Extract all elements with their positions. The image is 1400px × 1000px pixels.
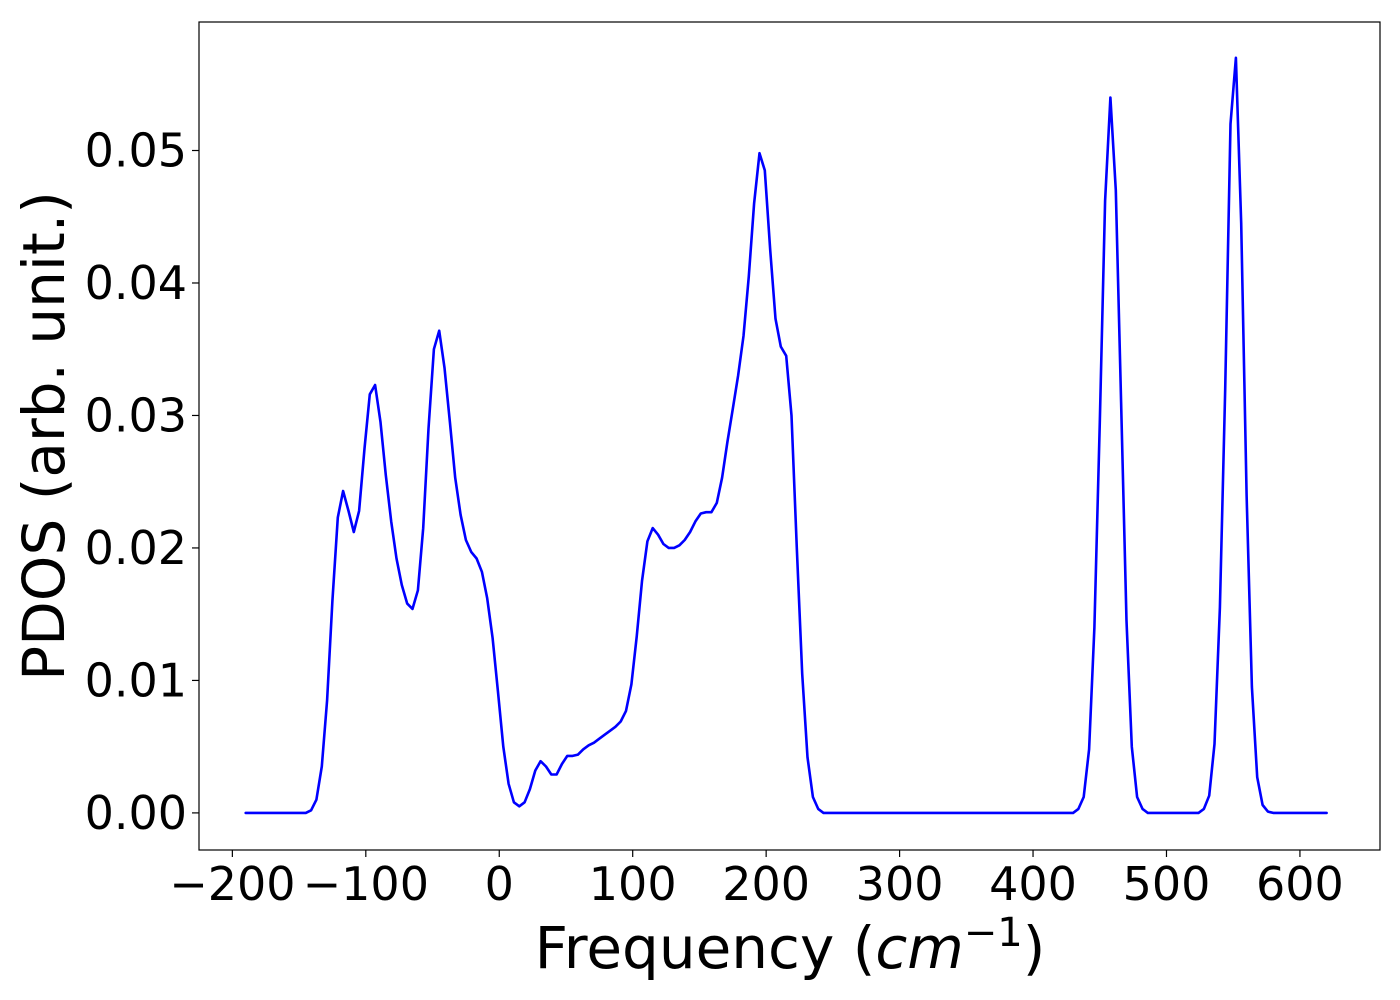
y-axis-label: PDOS (arb. unit.): [10, 191, 78, 681]
y-tick-label: 0.01: [85, 653, 187, 707]
y-tick-label: 0.03: [85, 388, 187, 442]
series-layer: [244, 56, 1328, 815]
y-tick-label: 0.05: [85, 124, 187, 178]
x-tick-label: 100: [589, 857, 677, 911]
x-tick-label: 400: [989, 857, 1077, 911]
plot-area: [198, 21, 1381, 851]
x-tick-label: 300: [856, 857, 944, 911]
x-tick-label: 200: [722, 857, 810, 911]
x-axis-label-text: Frequency: [535, 914, 835, 982]
x-axis-label-unit: cm: [875, 914, 963, 982]
x-tick-label: 0: [485, 857, 514, 911]
x-tick-label: −100: [303, 857, 429, 911]
x-tick-label: 500: [1123, 857, 1211, 911]
y-axis-ticks: 0.00 0.01 0.02 0.03 0.04 0.05: [85, 124, 199, 840]
x-axis-label: Frequency (cm−1): [535, 910, 1046, 982]
y-tick-label: 0.00: [85, 786, 187, 840]
x-tick-label: 600: [1256, 857, 1344, 911]
x-axis-ticks: −200 −100 0 100 200 300 400 500 600: [169, 850, 1344, 911]
x-axis-label-paren-open: (: [853, 914, 876, 982]
x-tick-label: −200: [169, 857, 295, 911]
pdos-series-line: [244, 56, 1328, 815]
x-axis-label-paren-close: ): [1023, 914, 1046, 982]
plot-frame: [198, 21, 1381, 851]
y-tick-label: 0.04: [85, 256, 187, 310]
y-tick-label: 0.02: [85, 521, 187, 575]
x-axis-label-exponent: −1: [964, 910, 1023, 956]
